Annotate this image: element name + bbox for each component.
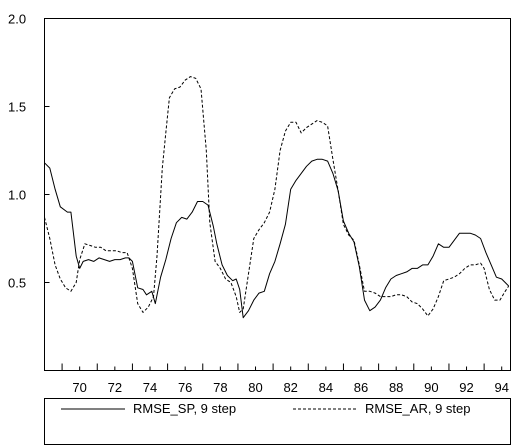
x-tick-label: 76: [178, 380, 192, 395]
x-tick-label: 80: [248, 380, 262, 395]
x-tick-label: 86: [354, 380, 368, 395]
legend-label-sp: RMSE_SP, 9 step: [133, 401, 236, 416]
legend: RMSE_SP, 9 step RMSE_AR, 9 step: [44, 398, 511, 445]
x-tick-label: 78: [213, 380, 227, 395]
x-tick-label: 90: [424, 380, 438, 395]
plot-frame: [44, 18, 511, 371]
x-tick-label: 94: [494, 380, 508, 395]
x-tick-label: 84: [319, 380, 333, 395]
series-line-rmse-ar: [44, 76, 510, 317]
y-tick-label: 0.5: [8, 276, 26, 291]
series-lines: [44, 76, 510, 319]
x-tick-label: 88: [389, 380, 403, 395]
x-tick-label: 70: [72, 380, 86, 395]
x-axis-ticks: 70 72 74 76 78 80 82 84 86 88 90 92 94: [44, 363, 509, 395]
y-tick-label: 1.5: [8, 100, 26, 115]
legend-label-ar: RMSE_AR, 9 step: [365, 401, 471, 416]
x-tick-label: 74: [143, 380, 157, 395]
x-tick-label: 82: [283, 380, 297, 395]
y-axis-ticks: 0.5 1.0 1.5 2.0: [8, 12, 50, 291]
y-tick-label: 1.0: [8, 188, 26, 203]
y-tick-label: 2.0: [8, 12, 26, 27]
x-tick-label: 72: [108, 380, 122, 395]
series-line-rmse-sp: [44, 158, 510, 319]
legend-box: [44, 398, 511, 445]
x-tick-label: 92: [459, 380, 473, 395]
